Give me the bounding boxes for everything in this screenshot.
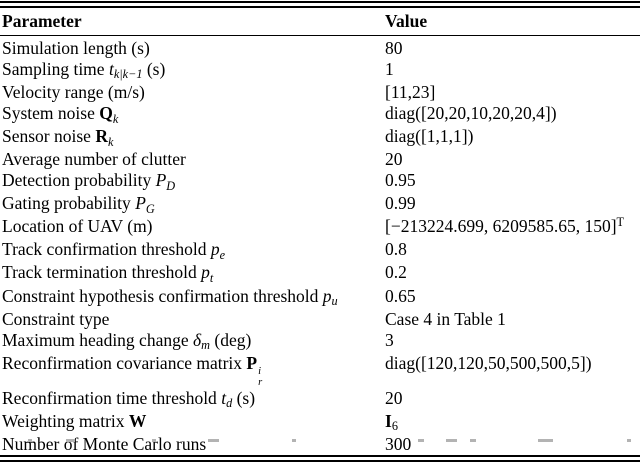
table-row: System noise Qk diag([20,20,10,20,20,4]) bbox=[0, 103, 640, 126]
value-cell: I6 bbox=[385, 410, 398, 434]
column-header-parameter: Parameter bbox=[2, 11, 82, 31]
param-cell: Sensor noise Rk bbox=[2, 126, 114, 149]
table-row: Sampling time tk|k−1 (s) 1 bbox=[0, 59, 640, 82]
param-cell: System noise Qk bbox=[2, 103, 119, 126]
param-cell: Location of UAV (m) bbox=[2, 216, 153, 237]
param-cell: Track confirmation threshold pe bbox=[2, 239, 226, 262]
param-cell: Reconfirmation time threshold td (s) bbox=[2, 387, 256, 411]
table-row: Sensor noise Rk diag([1,1,1]) bbox=[0, 126, 640, 149]
param-cell: Constraint hypothesis confirmation thres… bbox=[2, 285, 338, 308]
table-row: Reconfirmation time threshold td (s) 20 bbox=[0, 388, 640, 411]
value-cell: 1 bbox=[385, 59, 394, 80]
param-cell: Constraint type bbox=[2, 308, 110, 329]
table-row: Simulation length (s) 80 bbox=[0, 36, 640, 59]
param-cell: Gating probability PG bbox=[2, 193, 155, 216]
cropped-body-text-fragment bbox=[0, 438, 640, 444]
parameter-table: Parameter Value bbox=[0, 8, 640, 35]
table-bottom-rule bbox=[0, 455, 640, 462]
param-cell: Sampling time tk|k−1 (s) bbox=[2, 59, 166, 82]
table-row: Weighting matrix W I6 bbox=[0, 411, 640, 434]
value-cell: 0.8 bbox=[385, 239, 407, 260]
table-row: Location of UAV (m) [−213224.699, 6209585… bbox=[0, 215, 640, 239]
table-row: Average number of clutter 20 bbox=[0, 149, 640, 170]
value-cell: diag([120,120,50,500,500,5]) bbox=[385, 352, 592, 373]
table-row: Track termination threshold pt 0.2 bbox=[0, 262, 640, 285]
value-cell: 0.2 bbox=[385, 262, 407, 283]
table-header-row: Parameter Value bbox=[0, 8, 640, 35]
table-row: Track confirmation threshold pe 0.8 bbox=[0, 239, 640, 262]
param-cell: Weighting matrix W bbox=[2, 410, 147, 431]
param-cell: Simulation length (s) bbox=[2, 38, 150, 58]
value-cell: 3 bbox=[385, 329, 394, 350]
table-header: Parameter Value bbox=[0, 8, 640, 35]
table-row: Detection probability PD 0.95 bbox=[0, 170, 640, 193]
value-cell: 0.99 bbox=[385, 193, 416, 214]
param-cell: Detection probability PD bbox=[2, 170, 176, 193]
table-body: Simulation length (s) 80 Sampling time tk|… bbox=[0, 36, 640, 455]
param-cell: Velocity range (m/s) bbox=[2, 82, 145, 103]
value-cell: 80 bbox=[385, 38, 403, 58]
value-cell: 0.65 bbox=[385, 285, 416, 306]
param-cell: Average number of clutter bbox=[2, 149, 186, 170]
param-cell: Maximum heading change δm (deg) bbox=[2, 329, 252, 353]
value-cell: [11,23] bbox=[385, 82, 436, 103]
table-row: Velocity range (m/s) [11,23] bbox=[0, 82, 640, 103]
value-cell: 0.95 bbox=[385, 170, 416, 191]
parameter-table-body: Simulation length (s) 80 Sampling time tk|… bbox=[0, 36, 640, 455]
param-cell: Track termination threshold pt bbox=[2, 262, 214, 285]
value-cell: 20 bbox=[385, 149, 403, 170]
value-cell: 20 bbox=[385, 387, 403, 408]
table-row: Maximum heading change δm (deg) 3 bbox=[0, 330, 640, 353]
value-cell: diag([20,20,10,20,20,4]) bbox=[385, 103, 557, 124]
column-header-value: Value bbox=[385, 11, 428, 31]
value-cell: [−213224.699, 6209585.65, 150]T bbox=[385, 215, 625, 237]
table-top-rule bbox=[0, 1, 640, 8]
table-row: Gating probability PG 0.99 bbox=[0, 193, 640, 216]
table-row: Constraint type Case 4 in Table 1 bbox=[0, 309, 640, 330]
table-row: Constraint hypothesis confirmation thres… bbox=[0, 286, 640, 309]
value-cell: Case 4 in Table 1 bbox=[385, 308, 506, 329]
header-separator-rule bbox=[0, 35, 640, 36]
value-cell: diag([1,1,1]) bbox=[385, 126, 474, 147]
